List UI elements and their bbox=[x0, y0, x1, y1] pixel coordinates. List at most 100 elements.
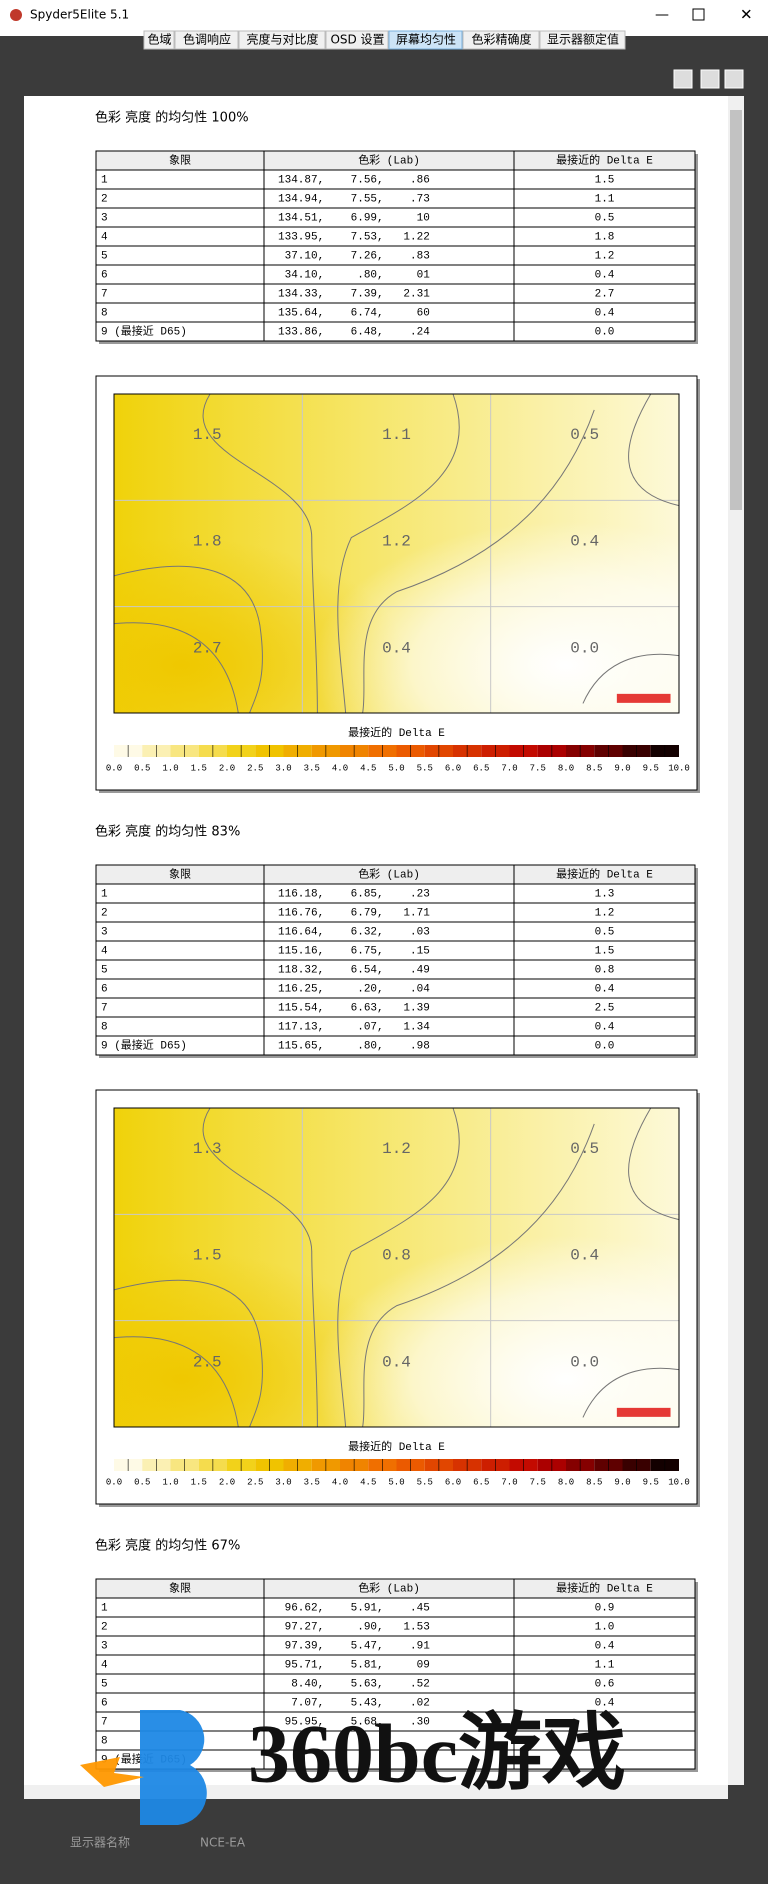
colorbar-tick-label: 10.0 bbox=[668, 763, 690, 773]
zoom-in[interactable] bbox=[673, 69, 693, 89]
colorbar-tick-label: 5.0 bbox=[388, 763, 404, 773]
table-cell: 135.64, 6.74, 60 bbox=[278, 307, 430, 319]
colorbar-tick-label: 6.0 bbox=[445, 763, 461, 773]
colorbar-tick-label: 4.0 bbox=[332, 763, 348, 773]
colorbar-tick-label: 8.0 bbox=[558, 763, 574, 773]
table-header-cell: 最接近的 Delta E bbox=[556, 152, 653, 167]
table-cell: 133.95, 7.53, 1.22 bbox=[278, 231, 430, 243]
table-cell: 3 bbox=[101, 926, 108, 938]
table-cell: 1.1 bbox=[595, 1659, 615, 1671]
table-header-cell: 色彩 (Lab) bbox=[358, 152, 420, 167]
cell-label: 0.0 bbox=[570, 639, 599, 657]
table-cell: 1 bbox=[101, 888, 108, 900]
scroll-thumb[interactable] bbox=[730, 110, 742, 510]
colorbar-tick-label: 3.5 bbox=[304, 1477, 320, 1487]
table-cell: 134.51, 6.99, 10 bbox=[278, 212, 430, 224]
zoom-tools bbox=[673, 69, 744, 89]
zoom-fit[interactable] bbox=[724, 69, 744, 89]
tab-label[interactable]: 显示器额定值 bbox=[547, 32, 619, 47]
tab[interactable] bbox=[325, 30, 389, 50]
table-cell: 115.65, .80, .98 bbox=[278, 1040, 430, 1052]
colorbar-tick-label: 2.5 bbox=[247, 1477, 263, 1487]
close-button[interactable]: ✕ bbox=[740, 6, 753, 24]
table-cell: 3 bbox=[101, 212, 108, 224]
table-cell: 97.39, 5.47, .91 bbox=[278, 1640, 430, 1652]
table-header-cell: 最接近的 Delta E bbox=[556, 1580, 653, 1595]
colorbar-tick-label: 1.5 bbox=[191, 763, 207, 773]
contour bbox=[583, 1368, 679, 1417]
cell-label: 1.5 bbox=[193, 426, 222, 444]
table-cell: 115.16, 6.75, .15 bbox=[278, 945, 430, 957]
table-cell: 116.64, 6.32, .03 bbox=[278, 926, 430, 938]
tab-label[interactable]: 色彩精确度 bbox=[471, 32, 531, 47]
table-cell: 0.4 bbox=[595, 983, 615, 995]
table-cell: 6 bbox=[101, 1697, 108, 1709]
colorbar-tick-label: 4.0 bbox=[332, 1477, 348, 1487]
cell-label: 0.8 bbox=[382, 1247, 411, 1265]
colorbar-tick-label: 2.0 bbox=[219, 763, 235, 773]
colorbar-title: 最接近的 Delta E bbox=[348, 1439, 445, 1454]
cell-label: 2.7 bbox=[193, 639, 222, 657]
table-header-cell: 象限 bbox=[169, 867, 191, 881]
scrollbar[interactable] bbox=[728, 96, 744, 1785]
contour bbox=[629, 1108, 679, 1220]
cell-label: 0.4 bbox=[570, 1247, 599, 1265]
section-title: 色彩 亮度 的均匀性 67% bbox=[95, 1538, 240, 1554]
maximize-button[interactable] bbox=[692, 8, 705, 21]
zoom-out[interactable] bbox=[700, 69, 720, 89]
tab[interactable] bbox=[174, 30, 239, 50]
contour bbox=[629, 394, 679, 506]
table-cell: 1.0 bbox=[595, 1621, 615, 1633]
table-cell: 0.4 bbox=[595, 307, 615, 319]
heatmap-frame bbox=[113, 393, 680, 714]
table-cell: 8 bbox=[101, 1021, 108, 1033]
tab[interactable] bbox=[539, 30, 626, 50]
table-cell: 37.10, 7.26, .83 bbox=[278, 250, 430, 262]
table-cell: 5 bbox=[101, 964, 108, 976]
brand-mark bbox=[616, 693, 671, 703]
minimize-button[interactable]: — bbox=[655, 7, 669, 23]
table-cell: 0.4 bbox=[595, 1021, 615, 1033]
cell-label: 0.4 bbox=[570, 533, 599, 551]
watermark-logo bbox=[80, 1710, 207, 1825]
table-header-cell: 象限 bbox=[169, 1581, 191, 1595]
heatmap-highlight bbox=[114, 1108, 679, 1427]
tab[interactable] bbox=[238, 30, 326, 50]
watermark: 360bc游戏 bbox=[248, 1707, 626, 1800]
table-cell: 7 bbox=[101, 1716, 108, 1728]
contour bbox=[363, 410, 595, 713]
colorbar-tick-label: 1.0 bbox=[162, 1477, 178, 1487]
tab-label[interactable]: 色域 bbox=[147, 33, 171, 47]
table-cell: 0.5 bbox=[595, 926, 615, 938]
table-cell: 1 bbox=[101, 1602, 108, 1614]
table-cell: 0.4 bbox=[595, 1697, 615, 1709]
table-cell: 2.7 bbox=[595, 288, 615, 300]
tab-label[interactable]: 屏幕均匀性 bbox=[396, 33, 456, 47]
table-cell: 2 bbox=[101, 193, 108, 205]
colorbar-tick-label: 5.0 bbox=[388, 1477, 404, 1487]
cell-label: 2.5 bbox=[193, 1353, 222, 1371]
colorbar-tick-label: 10.0 bbox=[668, 1477, 690, 1487]
tab[interactable] bbox=[388, 30, 463, 50]
section-title: 色彩 亮度 的均匀性 83% bbox=[95, 824, 240, 840]
tab-label[interactable]: OSD 设置 bbox=[330, 33, 384, 47]
table-cell: 1 bbox=[101, 174, 108, 186]
colorbar-tick-label: 8.5 bbox=[586, 1477, 602, 1487]
table-cell: 0.4 bbox=[595, 1640, 615, 1652]
table-cell: 34.10, .80, 01 bbox=[278, 269, 430, 281]
tab-label[interactable]: 亮度与对比度 bbox=[246, 32, 318, 47]
title-bar bbox=[0, 0, 768, 36]
tab-label[interactable]: 色调响应 bbox=[183, 32, 231, 47]
tab[interactable] bbox=[143, 30, 175, 50]
table-cell: 2 bbox=[101, 907, 108, 919]
table-cell: 3 bbox=[101, 1640, 108, 1652]
cell-label: 1.8 bbox=[193, 533, 222, 551]
table-cell: 1.1 bbox=[595, 193, 615, 205]
tab[interactable] bbox=[462, 30, 540, 50]
colorbar-tick-label: 0.0 bbox=[106, 1477, 122, 1487]
cell-label: 0.5 bbox=[570, 1140, 599, 1158]
colorbar-tick-label: 7.5 bbox=[530, 1477, 546, 1487]
table-cell: 133.86, 6.48, .24 bbox=[278, 326, 430, 338]
cell-label: 0.0 bbox=[570, 1353, 599, 1371]
cell-label: 0.5 bbox=[570, 426, 599, 444]
